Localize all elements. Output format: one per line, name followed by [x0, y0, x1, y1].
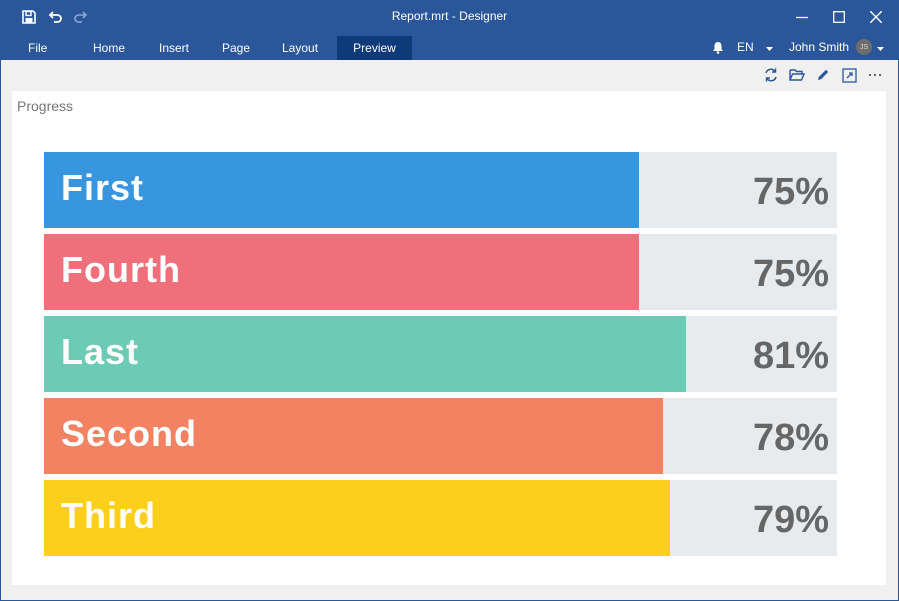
progress-label: Last [61, 331, 140, 372]
progress-label: First [61, 167, 145, 208]
progress-label: Third [61, 495, 156, 536]
progress-fill [44, 316, 687, 392]
chevron-down-icon [765, 40, 773, 54]
minimize-icon[interactable] [788, 4, 816, 30]
progress-value: 81% [752, 335, 829, 377]
close-icon[interactable] [862, 4, 890, 30]
refresh-icon[interactable] [762, 66, 780, 84]
progress-row[interactable]: Second 78% [44, 398, 837, 474]
fullscreen-icon[interactable] [840, 66, 858, 84]
progress-fill [44, 152, 639, 228]
chevron-down-icon [877, 40, 885, 54]
progress-fill [44, 398, 663, 474]
user-menu[interactable]: John Smith JS [789, 34, 885, 60]
maximize-icon[interactable] [825, 4, 853, 30]
more-icon[interactable] [866, 66, 884, 84]
progress-row[interactable]: Fourth 75% [44, 234, 837, 310]
undo-icon[interactable] [45, 6, 67, 28]
tab-preview[interactable]: Preview [337, 36, 412, 60]
progress-value: 75% [752, 253, 829, 295]
panel-title: Progress [17, 98, 74, 114]
progress-value: 79% [752, 499, 829, 541]
tab-file[interactable]: File [28, 41, 48, 55]
tab-insert[interactable]: Insert [159, 41, 190, 55]
report-panel: Progress First 75% Fourth 75% Last 81% S… [12, 91, 886, 585]
progress-fill [44, 234, 639, 310]
window-title: Report.mrt - Designer [391, 9, 508, 23]
save-icon[interactable] [18, 6, 40, 28]
progress-value: 78% [752, 417, 829, 459]
progress-row[interactable]: Third 79% [44, 480, 837, 556]
progress-row[interactable]: Last 81% [44, 316, 837, 392]
progress-row[interactable]: First 75% [44, 152, 837, 228]
progress-label: Second [61, 413, 198, 454]
menu-bar: File Home Insert Page Layout Preview EN … [0, 34, 899, 60]
tab-home[interactable]: Home [93, 41, 126, 55]
progress-label: Fourth [61, 249, 181, 290]
progress-value: 75% [752, 171, 829, 213]
avatar: JS [856, 39, 873, 55]
progress-fill [44, 480, 671, 556]
open-folder-icon[interactable] [788, 66, 806, 84]
toolbar [0, 60, 899, 90]
redo-icon[interactable] [69, 6, 91, 28]
language-selector[interactable]: EN [737, 34, 773, 60]
user-name: John Smith [789, 40, 850, 54]
edit-icon[interactable] [814, 66, 832, 84]
notifications-icon[interactable] [712, 34, 724, 60]
title-bar: Report.mrt - Designer [0, 0, 899, 34]
tab-page[interactable]: Page [222, 41, 251, 55]
language-label: EN [737, 40, 754, 54]
tab-layout[interactable]: Layout [282, 41, 319, 55]
